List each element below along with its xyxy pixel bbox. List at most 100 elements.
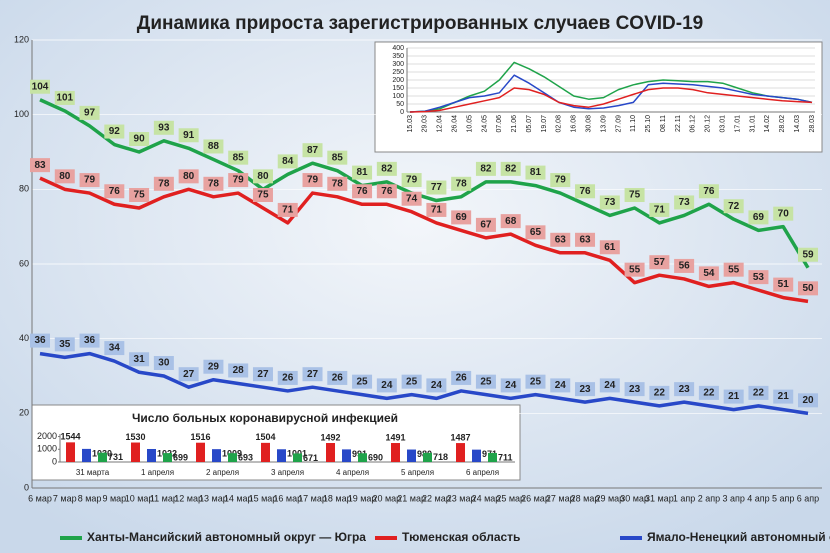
data-label-box bbox=[401, 173, 422, 188]
data-label-box bbox=[352, 165, 373, 180]
data-label: 24 bbox=[555, 380, 567, 391]
x-tick-label: 10 мар bbox=[125, 493, 154, 503]
data-label: 1544 bbox=[60, 432, 80, 442]
data-label: 82 bbox=[505, 164, 517, 175]
data-label: 57 bbox=[654, 257, 666, 268]
data-label: 26 bbox=[456, 373, 468, 384]
data-label-box bbox=[500, 161, 521, 176]
data-label: 76 bbox=[381, 186, 393, 197]
data-label: 76 bbox=[703, 186, 715, 197]
x-tick-label: 08.11 bbox=[660, 115, 667, 132]
data-label-box bbox=[376, 378, 397, 393]
y-tick-label: 100 bbox=[14, 109, 29, 119]
data-label: 693 bbox=[238, 453, 253, 463]
x-tick-label: 6 мар bbox=[28, 493, 52, 503]
x-tick-label: 4 апр bbox=[747, 493, 769, 503]
x-tick-label: 8 мар bbox=[78, 493, 102, 503]
data-label: 61 bbox=[604, 242, 616, 253]
data-label: 76 bbox=[357, 186, 369, 197]
data-label: 22 bbox=[703, 388, 715, 399]
data-label-box bbox=[129, 352, 150, 367]
data-label-box bbox=[153, 176, 174, 191]
data-label: 35 bbox=[59, 339, 71, 350]
series-line bbox=[409, 61, 813, 113]
x-tick-label: 18 мар bbox=[323, 493, 352, 503]
data-label-box bbox=[327, 176, 348, 191]
inset-panel bbox=[374, 41, 823, 153]
data-label-box bbox=[352, 374, 373, 389]
data-label-box bbox=[723, 389, 744, 404]
data-label: 699 bbox=[173, 452, 188, 462]
data-label: 24 bbox=[505, 380, 517, 391]
data-label-box bbox=[203, 359, 224, 374]
data-label: 25 bbox=[406, 376, 418, 387]
x-tick-label: 17.01 bbox=[734, 115, 741, 133]
data-label-box bbox=[30, 158, 50, 173]
y-tick-label: 200 bbox=[392, 77, 404, 84]
data-label: 63 bbox=[555, 234, 567, 245]
data-label: 81 bbox=[357, 167, 369, 178]
x-tick-label: 12 мар bbox=[174, 493, 203, 503]
data-label-box bbox=[203, 176, 224, 191]
data-label-box bbox=[426, 202, 447, 217]
x-tick-label: 14 мар bbox=[224, 493, 253, 503]
y-tick-label: 1000 bbox=[37, 444, 57, 454]
data-label: 53 bbox=[753, 272, 765, 283]
x-tick-label: 25.10 bbox=[645, 115, 652, 133]
data-label-box bbox=[203, 139, 224, 154]
data-label: 71 bbox=[654, 205, 666, 216]
x-tick-label: 27.09 bbox=[615, 115, 622, 133]
data-label: 78 bbox=[208, 178, 220, 189]
x-tick-label: 24.05 bbox=[481, 115, 488, 133]
y-tick-label: 0 bbox=[52, 456, 57, 466]
data-label-box bbox=[104, 184, 125, 199]
data-label-box bbox=[54, 90, 75, 105]
data-label: 74 bbox=[406, 193, 418, 204]
bar bbox=[407, 449, 416, 462]
data-label: 30 bbox=[158, 358, 170, 369]
x-tick-label: 14.02 bbox=[764, 115, 771, 133]
data-label: 1530 bbox=[125, 432, 145, 442]
data-label-box bbox=[798, 393, 818, 408]
x-tick-label: 20.12 bbox=[705, 115, 712, 133]
x-tick-label: 16 мар bbox=[273, 493, 302, 503]
bar bbox=[228, 453, 237, 462]
series-line bbox=[39, 176, 809, 304]
x-tick-label: 13.09 bbox=[600, 115, 607, 133]
data-label: 50 bbox=[802, 283, 814, 294]
data-label-box bbox=[178, 169, 199, 184]
data-label-box bbox=[649, 385, 670, 400]
y-tick-label: 150 bbox=[392, 85, 404, 92]
data-label: 24 bbox=[604, 380, 616, 391]
data-label: 77 bbox=[431, 182, 443, 193]
data-label: 79 bbox=[307, 175, 319, 186]
data-label: 79 bbox=[233, 175, 245, 186]
data-label: 73 bbox=[604, 197, 616, 208]
x-tick-label: 22.11 bbox=[675, 115, 682, 132]
data-label-box bbox=[475, 374, 496, 389]
data-label-box bbox=[327, 370, 348, 385]
y-tick-label: 80 bbox=[19, 184, 29, 194]
data-label-box bbox=[525, 165, 546, 180]
x-tick-label: 30 мар bbox=[620, 493, 649, 503]
data-label-box bbox=[228, 363, 249, 378]
data-label: 79 bbox=[84, 175, 96, 186]
data-label-box bbox=[178, 367, 199, 382]
data-label-box bbox=[575, 184, 596, 199]
data-label-box bbox=[129, 132, 150, 146]
x-tick-label: 28.03 bbox=[809, 115, 816, 133]
data-label: 51 bbox=[778, 279, 790, 290]
x-tick-label: 15.03 bbox=[407, 115, 414, 133]
data-label: 70 bbox=[778, 208, 790, 219]
data-label: 76 bbox=[579, 186, 591, 197]
bar bbox=[326, 443, 335, 462]
x-tick-label: 31.01 bbox=[749, 115, 756, 133]
x-tick-label: 1 апр bbox=[673, 493, 695, 503]
x-tick-label: 28.02 bbox=[779, 115, 786, 133]
data-label-box bbox=[352, 184, 373, 199]
data-label-box bbox=[153, 120, 174, 135]
data-label: 82 bbox=[381, 164, 393, 175]
data-label-box bbox=[302, 143, 323, 158]
data-label: 711 bbox=[498, 452, 513, 462]
